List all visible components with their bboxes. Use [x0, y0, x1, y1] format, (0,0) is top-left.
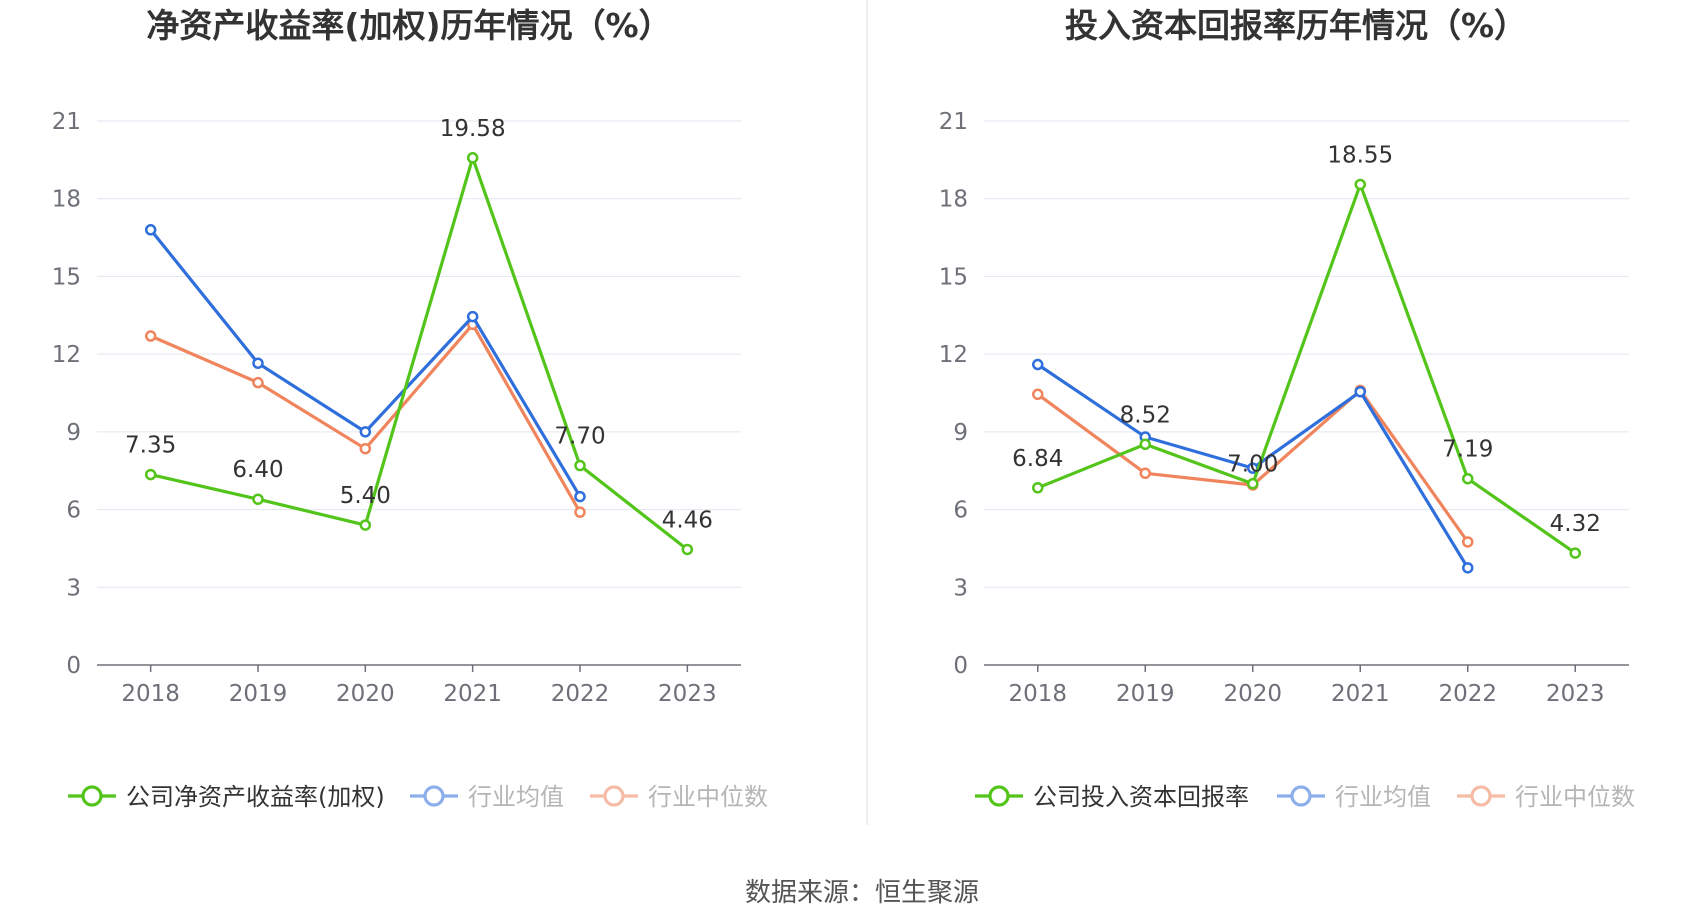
y-tick-label: 21: [52, 109, 81, 135]
x-tick-label: 2019: [1116, 681, 1175, 707]
y-tick-label: 0: [953, 653, 968, 679]
data-point[interactable]: [574, 506, 586, 518]
y-tick-label: 3: [66, 575, 81, 601]
data-point[interactable]: [144, 330, 157, 342]
data-point[interactable]: [359, 426, 372, 438]
data-point[interactable]: [574, 490, 586, 503]
y-tick-label: 18: [939, 187, 968, 213]
y-tick-label: 9: [66, 420, 81, 446]
data-point[interactable]: [1462, 472, 1474, 485]
y-tick-label: 15: [939, 264, 968, 290]
data-label: 19.58: [440, 116, 506, 142]
data-label: 7.00: [1227, 452, 1278, 478]
data-point[interactable]: [252, 357, 264, 369]
data-point[interactable]: [252, 493, 264, 505]
data-label: 7.35: [125, 433, 176, 459]
data-label: 4.32: [1550, 511, 1601, 537]
data-point[interactable]: [359, 442, 372, 455]
roe-chart-panel: 净资产收益率(加权)历年情况（%） 0 3 6 9 12 15 18 21 2018 2019 20…: [52, 6, 768, 811]
data-label: 6.40: [232, 457, 283, 483]
roic-chart-panel: 投入资本回报率历年情况（%） 0 3 6 9 12 15 18 21 2018 2019 2020 2…: [939, 6, 1635, 811]
chart-title: 投入资本回报率历年情况（%）: [1065, 6, 1527, 45]
x-tick-label: 2020: [1223, 681, 1282, 707]
y-tick-label: 9: [953, 420, 968, 446]
data-point[interactable]: [466, 310, 479, 323]
legend-marker: [988, 785, 1010, 807]
y-tick-label: 6: [66, 498, 81, 524]
x-tick-label: 2020: [336, 681, 395, 707]
y-tick-label: 0: [66, 653, 81, 679]
data-label: 6.84: [1012, 446, 1063, 472]
x-tick-label: 2021: [1331, 681, 1390, 707]
chart-title: 净资产收益率(加权)历年情况（%）: [146, 6, 671, 45]
legend-marker: [1290, 785, 1312, 807]
y-tick-label: 12: [939, 342, 968, 368]
x-tick-label: 2022: [551, 681, 610, 707]
data-point[interactable]: [144, 468, 157, 481]
y-tick-label: 15: [52, 264, 81, 290]
data-point[interactable]: [1032, 358, 1044, 371]
data-point[interactable]: [1139, 467, 1151, 480]
x-tick-label: 2022: [1438, 681, 1497, 707]
x-tick-label: 2019: [229, 681, 288, 707]
x-tick-label: 2023: [1546, 681, 1605, 707]
legend-label: 公司净资产收益率(加权): [126, 783, 385, 811]
x-tick-label: 2018: [1008, 681, 1067, 707]
data-point[interactable]: [1032, 388, 1044, 401]
y-tick-label: 3: [953, 575, 968, 601]
data-point[interactable]: [252, 376, 264, 389]
data-label: 4.46: [662, 507, 713, 533]
legend-marker: [423, 785, 445, 807]
legend-marker: [603, 785, 625, 807]
data-point[interactable]: [359, 519, 372, 531]
legend-item-2[interactable]: 行业中位数: [590, 783, 768, 811]
data-label: 7.70: [554, 424, 605, 450]
data-label: 8.52: [1120, 402, 1171, 428]
data-label: 7.19: [1442, 437, 1493, 463]
legend-item-1[interactable]: 行业均值: [1277, 783, 1431, 811]
series-line-0: [1037, 182, 1577, 555]
legend-item-0[interactable]: 公司净资产收益率(加权): [68, 783, 385, 811]
x-tick-label: 2023: [658, 681, 717, 707]
data-point[interactable]: [1247, 477, 1259, 490]
x-tick-label: 2021: [443, 681, 502, 707]
x-tick-label: 2018: [121, 681, 180, 707]
y-tick-label: 18: [52, 187, 81, 213]
y-tick-label: 21: [939, 109, 968, 135]
legend-marker: [81, 785, 103, 807]
legend-item-2[interactable]: 行业中位数: [1457, 783, 1635, 811]
legend-marker: [1470, 785, 1492, 807]
data-source-note: 数据来源：恒生聚源: [745, 878, 979, 908]
data-point[interactable]: [1569, 547, 1581, 559]
data-point[interactable]: [1462, 536, 1474, 548]
series-line-0: [150, 156, 689, 551]
data-point[interactable]: [574, 459, 586, 472]
data-label: 5.40: [340, 483, 391, 509]
legend-item-0[interactable]: 公司投入资本回报率: [975, 783, 1249, 811]
y-tick-label: 6: [953, 498, 968, 524]
data-point[interactable]: [466, 152, 479, 164]
data-point[interactable]: [1139, 438, 1151, 451]
legend-label: 行业中位数: [648, 783, 768, 811]
data-point[interactable]: [1354, 178, 1366, 191]
data-point[interactable]: [1032, 482, 1044, 494]
y-tick-label: 12: [52, 342, 81, 368]
data-point[interactable]: [144, 224, 157, 236]
data-label: 18.55: [1327, 142, 1393, 168]
data-point[interactable]: [681, 543, 694, 556]
legend-label: 行业均值: [1335, 783, 1431, 811]
data-point[interactable]: [1354, 385, 1366, 398]
legend-label: 行业均值: [468, 783, 564, 811]
legend-item-1[interactable]: 行业均值: [410, 783, 564, 811]
data-point[interactable]: [1462, 562, 1474, 574]
legend-label: 行业中位数: [1515, 783, 1635, 811]
legend-label: 公司投入资本回报率: [1033, 783, 1249, 811]
